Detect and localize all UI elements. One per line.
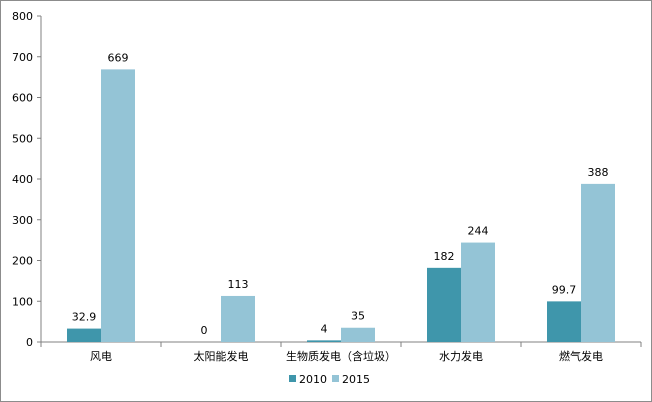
bar-2010-4: [547, 301, 581, 342]
data-label-2015-2: 35: [351, 310, 365, 323]
data-label-2010-0: 32.9: [72, 311, 97, 324]
y-tick-label: 200: [12, 255, 33, 268]
category-label-3: 水力发电: [439, 349, 483, 363]
category-label-4: 燃气发电: [559, 349, 603, 363]
category-label-0: 风电: [90, 350, 112, 363]
legend-swatch-2015: [332, 375, 339, 382]
bar-2010-0: [67, 328, 101, 342]
data-label-2010-4: 99.7: [552, 283, 577, 296]
y-tick-label: 0: [26, 336, 33, 349]
data-label-2015-0: 669: [108, 51, 129, 64]
data-label-2010-1: 0: [201, 324, 208, 337]
bar-2015-1: [221, 295, 255, 342]
y-tick-label: 800: [12, 10, 33, 23]
legend-label-2015: 2015: [342, 373, 370, 386]
data-label-2010-2: 4: [321, 322, 328, 335]
data-label-2015-3: 244: [468, 225, 489, 238]
bar-2015-4: [581, 183, 615, 342]
y-tick-label: 400: [12, 173, 33, 186]
category-label-2: 生物质发电（含垃圾）: [286, 349, 396, 363]
bar-2015-2: [341, 327, 375, 342]
bar-2015-3: [461, 242, 495, 342]
bar-2010-2: [307, 340, 341, 342]
y-tick-label: 300: [12, 214, 33, 227]
bar-2010-3: [427, 267, 461, 342]
data-label-2015-1: 113: [228, 278, 249, 291]
legend-swatch-2010: [289, 375, 296, 382]
y-tick-label: 100: [12, 295, 33, 308]
y-tick-label: 500: [12, 132, 33, 145]
bar-2015-0: [101, 69, 135, 342]
data-label-2010-3: 182: [434, 250, 455, 263]
legend-label-2010: 2010: [299, 373, 327, 386]
y-tick-label: 600: [12, 92, 33, 105]
data-label-2015-4: 388: [588, 166, 609, 179]
category-label-1: 太阳能发电: [194, 349, 249, 363]
y-tick-label: 700: [12, 51, 33, 64]
